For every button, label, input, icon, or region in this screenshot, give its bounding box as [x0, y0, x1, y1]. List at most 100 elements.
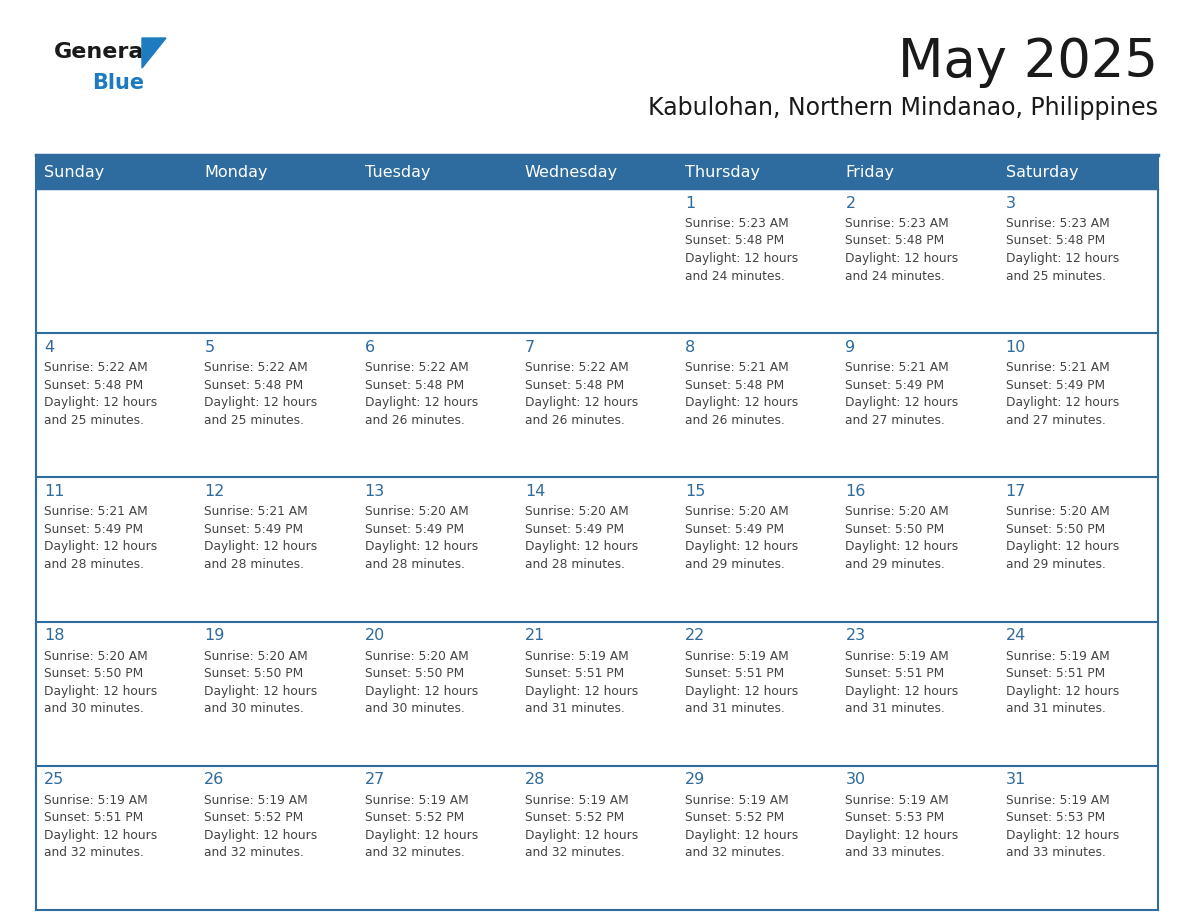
Bar: [36, 155, 1158, 189]
Text: 20: 20: [365, 628, 385, 644]
Text: 11: 11: [44, 484, 64, 498]
Text: Sunrise: 5:19 AM
Sunset: 5:51 PM
Daylight: 12 hours
and 31 minutes.: Sunrise: 5:19 AM Sunset: 5:51 PM Dayligh…: [1006, 650, 1119, 715]
Bar: [677, 477, 838, 621]
Bar: [517, 477, 677, 621]
Text: Sunrise: 5:19 AM
Sunset: 5:53 PM
Daylight: 12 hours
and 33 minutes.: Sunrise: 5:19 AM Sunset: 5:53 PM Dayligh…: [1006, 794, 1119, 859]
Text: 2: 2: [846, 196, 855, 210]
Bar: [356, 333, 517, 477]
Text: 28: 28: [525, 772, 545, 788]
Polygon shape: [143, 38, 166, 68]
Text: Sunrise: 5:20 AM
Sunset: 5:49 PM
Daylight: 12 hours
and 29 minutes.: Sunrise: 5:20 AM Sunset: 5:49 PM Dayligh…: [685, 506, 798, 571]
Text: 5: 5: [204, 340, 214, 354]
Text: Sunrise: 5:21 AM
Sunset: 5:49 PM
Daylight: 12 hours
and 27 minutes.: Sunrise: 5:21 AM Sunset: 5:49 PM Dayligh…: [1006, 361, 1119, 427]
Text: 13: 13: [365, 484, 385, 498]
Text: Sunrise: 5:19 AM
Sunset: 5:51 PM
Daylight: 12 hours
and 32 minutes.: Sunrise: 5:19 AM Sunset: 5:51 PM Dayligh…: [44, 794, 157, 859]
Bar: [36, 333, 196, 477]
Bar: [838, 333, 998, 477]
Text: Kabulohan, Northern Mindanao, Philippines: Kabulohan, Northern Mindanao, Philippine…: [647, 96, 1158, 120]
Text: 18: 18: [44, 628, 64, 644]
Text: 3: 3: [1006, 196, 1016, 210]
Bar: [196, 621, 356, 766]
Text: Sunrise: 5:20 AM
Sunset: 5:50 PM
Daylight: 12 hours
and 30 minutes.: Sunrise: 5:20 AM Sunset: 5:50 PM Dayligh…: [365, 650, 478, 715]
Bar: [998, 333, 1158, 477]
Bar: [838, 621, 998, 766]
Text: Sunrise: 5:20 AM
Sunset: 5:49 PM
Daylight: 12 hours
and 28 minutes.: Sunrise: 5:20 AM Sunset: 5:49 PM Dayligh…: [525, 506, 638, 571]
Bar: [356, 477, 517, 621]
Bar: [36, 621, 196, 766]
Text: 19: 19: [204, 628, 225, 644]
Bar: [838, 189, 998, 333]
Text: Sunrise: 5:19 AM
Sunset: 5:52 PM
Daylight: 12 hours
and 32 minutes.: Sunrise: 5:19 AM Sunset: 5:52 PM Dayligh…: [365, 794, 478, 859]
Text: 7: 7: [525, 340, 535, 354]
Text: Sunrise: 5:21 AM
Sunset: 5:48 PM
Daylight: 12 hours
and 26 minutes.: Sunrise: 5:21 AM Sunset: 5:48 PM Dayligh…: [685, 361, 798, 427]
Bar: [677, 189, 838, 333]
Bar: [998, 766, 1158, 910]
Bar: [356, 766, 517, 910]
Text: 30: 30: [846, 772, 866, 788]
Text: 29: 29: [685, 772, 706, 788]
Text: 6: 6: [365, 340, 374, 354]
Text: Sunrise: 5:22 AM
Sunset: 5:48 PM
Daylight: 12 hours
and 25 minutes.: Sunrise: 5:22 AM Sunset: 5:48 PM Dayligh…: [204, 361, 317, 427]
Text: 23: 23: [846, 628, 866, 644]
Bar: [196, 766, 356, 910]
Text: Sunrise: 5:20 AM
Sunset: 5:49 PM
Daylight: 12 hours
and 28 minutes.: Sunrise: 5:20 AM Sunset: 5:49 PM Dayligh…: [365, 506, 478, 571]
Text: 21: 21: [525, 628, 545, 644]
Bar: [677, 621, 838, 766]
Text: Blue: Blue: [91, 73, 144, 93]
Text: Sunrise: 5:22 AM
Sunset: 5:48 PM
Daylight: 12 hours
and 26 minutes.: Sunrise: 5:22 AM Sunset: 5:48 PM Dayligh…: [365, 361, 478, 427]
Bar: [838, 766, 998, 910]
Text: 12: 12: [204, 484, 225, 498]
Text: Tuesday: Tuesday: [365, 164, 430, 180]
Bar: [838, 477, 998, 621]
Bar: [196, 333, 356, 477]
Text: Sunday: Sunday: [44, 164, 105, 180]
Text: 17: 17: [1006, 484, 1026, 498]
Text: 9: 9: [846, 340, 855, 354]
Bar: [517, 189, 677, 333]
Bar: [517, 333, 677, 477]
Text: 22: 22: [685, 628, 706, 644]
Bar: [677, 333, 838, 477]
Text: Sunrise: 5:20 AM
Sunset: 5:50 PM
Daylight: 12 hours
and 29 minutes.: Sunrise: 5:20 AM Sunset: 5:50 PM Dayligh…: [1006, 506, 1119, 571]
Text: Sunrise: 5:22 AM
Sunset: 5:48 PM
Daylight: 12 hours
and 26 minutes.: Sunrise: 5:22 AM Sunset: 5:48 PM Dayligh…: [525, 361, 638, 427]
Text: Sunrise: 5:23 AM
Sunset: 5:48 PM
Daylight: 12 hours
and 24 minutes.: Sunrise: 5:23 AM Sunset: 5:48 PM Dayligh…: [846, 217, 959, 283]
Bar: [677, 766, 838, 910]
Bar: [196, 477, 356, 621]
Text: Sunrise: 5:20 AM
Sunset: 5:50 PM
Daylight: 12 hours
and 30 minutes.: Sunrise: 5:20 AM Sunset: 5:50 PM Dayligh…: [44, 650, 157, 715]
Bar: [356, 621, 517, 766]
Text: Saturday: Saturday: [1006, 164, 1079, 180]
Text: 14: 14: [525, 484, 545, 498]
Text: 25: 25: [44, 772, 64, 788]
Bar: [998, 621, 1158, 766]
Text: 15: 15: [685, 484, 706, 498]
Text: Sunrise: 5:19 AM
Sunset: 5:52 PM
Daylight: 12 hours
and 32 minutes.: Sunrise: 5:19 AM Sunset: 5:52 PM Dayligh…: [685, 794, 798, 859]
Text: 8: 8: [685, 340, 695, 354]
Text: 24: 24: [1006, 628, 1026, 644]
Text: Sunrise: 5:23 AM
Sunset: 5:48 PM
Daylight: 12 hours
and 25 minutes.: Sunrise: 5:23 AM Sunset: 5:48 PM Dayligh…: [1006, 217, 1119, 283]
Text: Sunrise: 5:23 AM
Sunset: 5:48 PM
Daylight: 12 hours
and 24 minutes.: Sunrise: 5:23 AM Sunset: 5:48 PM Dayligh…: [685, 217, 798, 283]
Bar: [36, 189, 196, 333]
Bar: [36, 766, 196, 910]
Text: Sunrise: 5:21 AM
Sunset: 5:49 PM
Daylight: 12 hours
and 27 minutes.: Sunrise: 5:21 AM Sunset: 5:49 PM Dayligh…: [846, 361, 959, 427]
Text: Sunrise: 5:21 AM
Sunset: 5:49 PM
Daylight: 12 hours
and 28 minutes.: Sunrise: 5:21 AM Sunset: 5:49 PM Dayligh…: [204, 506, 317, 571]
Text: 1: 1: [685, 196, 695, 210]
Bar: [998, 189, 1158, 333]
Text: Sunrise: 5:19 AM
Sunset: 5:51 PM
Daylight: 12 hours
and 31 minutes.: Sunrise: 5:19 AM Sunset: 5:51 PM Dayligh…: [525, 650, 638, 715]
Text: Sunrise: 5:21 AM
Sunset: 5:49 PM
Daylight: 12 hours
and 28 minutes.: Sunrise: 5:21 AM Sunset: 5:49 PM Dayligh…: [44, 506, 157, 571]
Text: May 2025: May 2025: [898, 36, 1158, 88]
Text: Wednesday: Wednesday: [525, 164, 618, 180]
Text: Sunrise: 5:20 AM
Sunset: 5:50 PM
Daylight: 12 hours
and 29 minutes.: Sunrise: 5:20 AM Sunset: 5:50 PM Dayligh…: [846, 506, 959, 571]
Text: 27: 27: [365, 772, 385, 788]
Bar: [998, 477, 1158, 621]
Text: Sunrise: 5:19 AM
Sunset: 5:51 PM
Daylight: 12 hours
and 31 minutes.: Sunrise: 5:19 AM Sunset: 5:51 PM Dayligh…: [685, 650, 798, 715]
Text: Thursday: Thursday: [685, 164, 760, 180]
Bar: [36, 477, 196, 621]
Bar: [517, 621, 677, 766]
Text: Sunrise: 5:19 AM
Sunset: 5:53 PM
Daylight: 12 hours
and 33 minutes.: Sunrise: 5:19 AM Sunset: 5:53 PM Dayligh…: [846, 794, 959, 859]
Text: General: General: [53, 42, 152, 62]
Text: Monday: Monday: [204, 164, 267, 180]
Text: 31: 31: [1006, 772, 1026, 788]
Text: Sunrise: 5:20 AM
Sunset: 5:50 PM
Daylight: 12 hours
and 30 minutes.: Sunrise: 5:20 AM Sunset: 5:50 PM Dayligh…: [204, 650, 317, 715]
Text: 10: 10: [1006, 340, 1026, 354]
Text: 16: 16: [846, 484, 866, 498]
